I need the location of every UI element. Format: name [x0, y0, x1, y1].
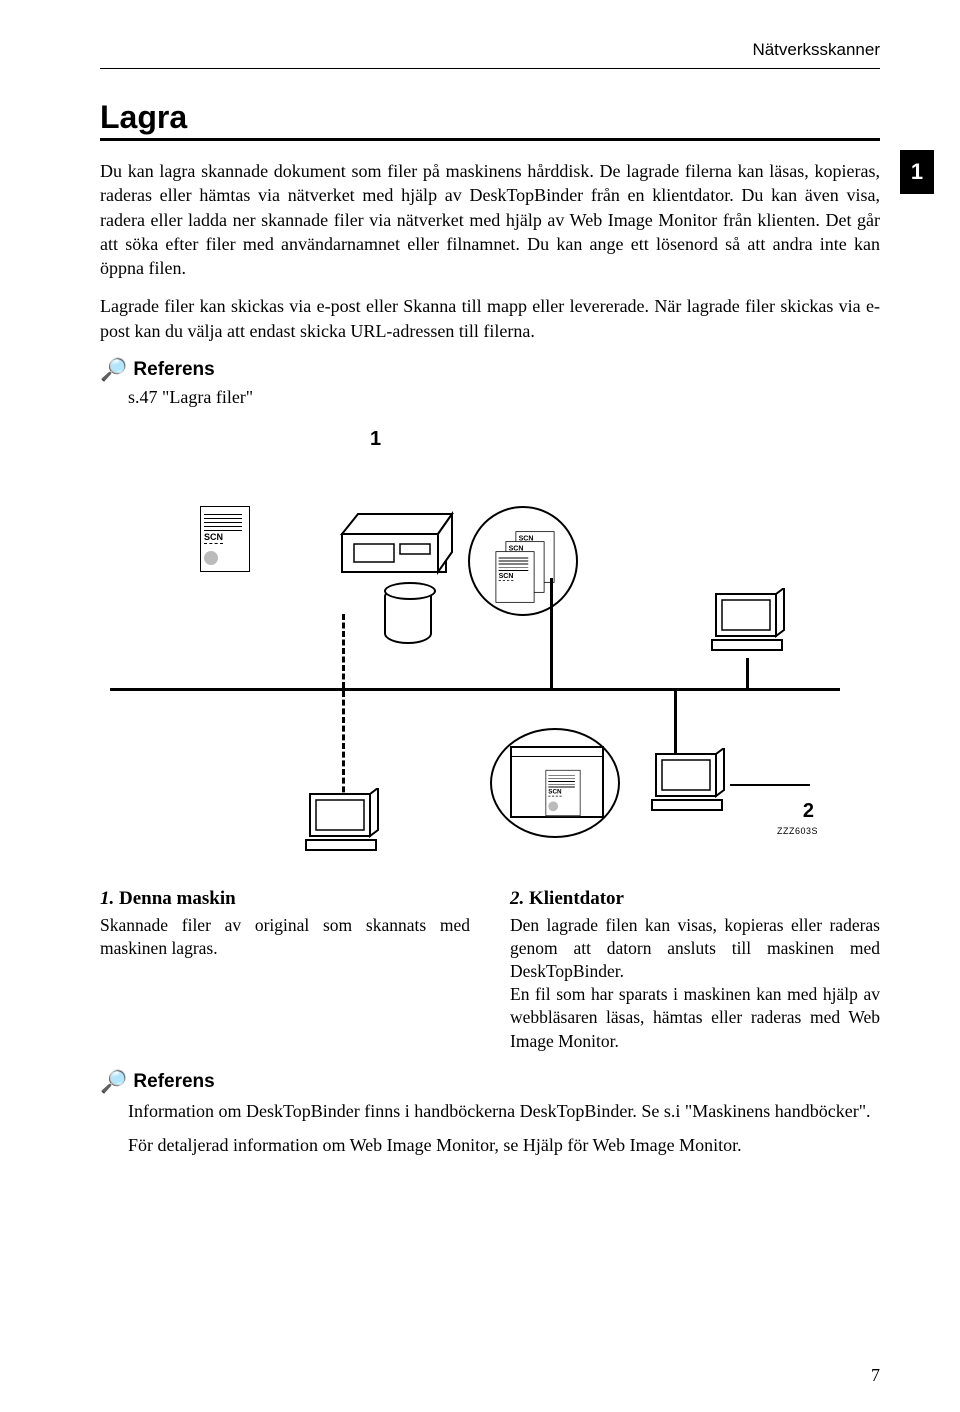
col-right-name: Klientdator	[529, 888, 624, 909]
scn-label: SCN	[204, 532, 223, 544]
reference-icon: 🔎	[100, 357, 127, 383]
paragraph-2: Lagrade filer kan skickas via e-post ell…	[100, 294, 880, 343]
connector	[550, 578, 553, 688]
header-category: Nätverksskanner	[100, 40, 880, 60]
connector	[730, 784, 810, 786]
col-right-num: 2.	[510, 888, 524, 909]
bottom-reference-line-1: Information om DeskTopBinder finns i han…	[128, 1099, 880, 1123]
scn-label: SCN	[548, 788, 561, 796]
printer-icon	[334, 504, 454, 584]
column-right: 2. Klientdator Den lagrade filen kan vis…	[510, 888, 880, 1053]
col-left-num: 1.	[100, 888, 114, 909]
col-left-name: Denna maskin	[119, 888, 236, 909]
col-left-head: 1. Denna maskin	[100, 888, 470, 910]
storage-cylinder-icon	[384, 586, 432, 644]
reference-icon: 🔎	[100, 1069, 127, 1095]
monitor-icon	[710, 588, 790, 658]
monitor-icon	[304, 788, 384, 858]
reference-label: Referens	[133, 359, 214, 381]
bottom-reference-label: Referens	[133, 1071, 214, 1093]
viewer-window: SCN	[510, 746, 604, 818]
viewer-icon: SCN	[490, 728, 620, 838]
dashed-connector-2	[342, 691, 345, 801]
diagram-code: ZZZ603S	[777, 826, 818, 836]
diagram-marker-2: 2	[803, 800, 814, 823]
network-line	[110, 688, 840, 691]
connector	[746, 658, 749, 688]
monitor-icon	[650, 748, 730, 818]
chapter-tab: 1	[900, 150, 934, 194]
page-number: 7	[871, 1365, 880, 1386]
scn-label: SCN	[499, 572, 514, 581]
reference-row: 🔎 Referens	[100, 357, 880, 383]
diagram-marker-1: 1	[370, 428, 381, 451]
two-column-section: 1. Denna maskin Skannade filer av origin…	[100, 888, 880, 1053]
col-right-body-2: En fil som har sparats i maskinen kan me…	[510, 983, 880, 1052]
col-left-body: Skannade filer av original som skannats …	[100, 914, 470, 960]
reference-link: s.47 "Lagra filer"	[128, 387, 880, 408]
network-diagram: 1 SCN SCN SCN SCN	[110, 428, 870, 858]
scan-doc-in: SCN	[200, 506, 250, 572]
paragraph-1: Du kan lagra skannade dokument som filer…	[100, 159, 880, 280]
stored-files-icon: SCN SCN SCN	[468, 506, 578, 616]
col-right-head: 2. Klientdator	[510, 888, 880, 910]
bottom-reference-line-2: För detaljerad information om Web Image …	[128, 1133, 880, 1157]
bottom-reference: 🔎 Referens Information om DeskTopBinder …	[100, 1069, 880, 1158]
dashed-connector	[342, 614, 345, 688]
header-rule	[100, 68, 880, 69]
col-right-body-1: Den lagrade filen kan visas, kopieras el…	[510, 914, 880, 983]
column-left: 1. Denna maskin Skannade filer av origin…	[100, 888, 470, 1053]
section-title: Lagra	[100, 99, 880, 141]
